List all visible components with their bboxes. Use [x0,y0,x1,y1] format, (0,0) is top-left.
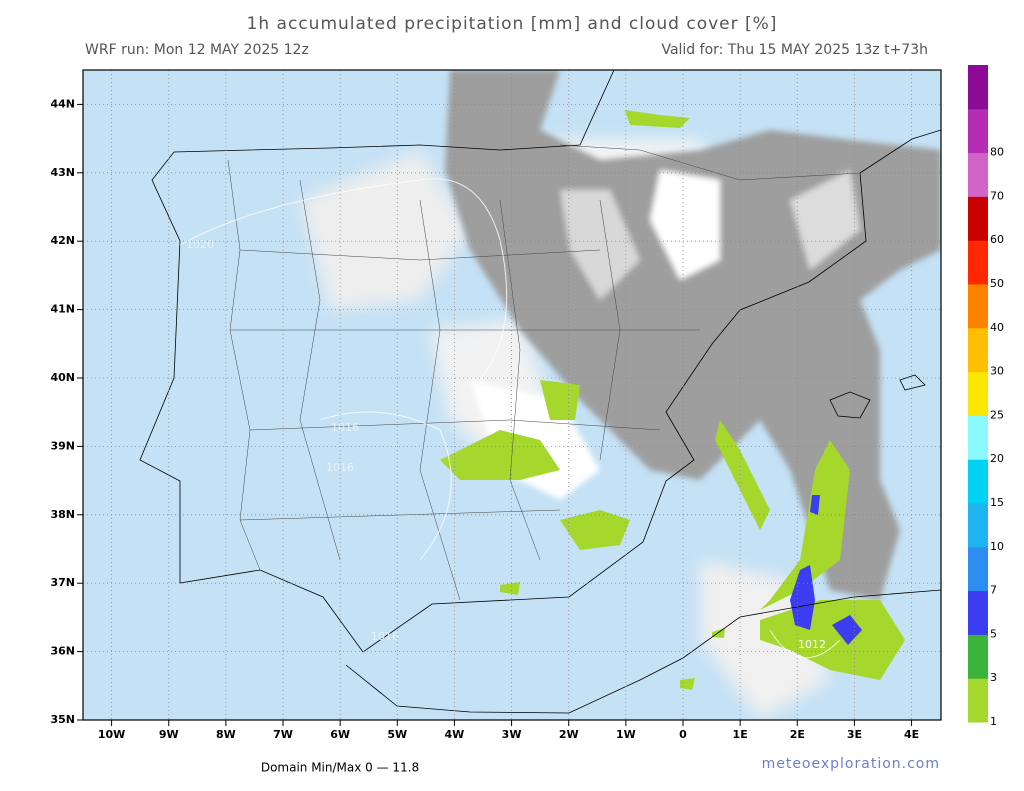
site-name[interactable]: meteoexploration.com [762,756,940,772]
colorbar-label: 3 [990,671,997,684]
colorbar-label: 1 [990,715,997,728]
colorbar-label: 30 [990,365,1004,378]
lon-tick-label: 9W [159,728,179,741]
lat-tick-label: 43N [50,166,75,179]
lon-tick-label: 1W [616,728,636,741]
isobar-label: 1016 [331,421,359,434]
valid-info: Valid for: Thu 15 MAY 2025 13z t+73h [661,42,928,58]
colorbar-segment [968,108,988,154]
colorbar-label: 15 [990,496,1004,509]
colorbar-label: 5 [990,627,997,640]
isobar-label: 1016 [446,338,474,351]
colorbar-segment [968,65,988,110]
lon-tick-label: 7W [273,728,293,741]
lat-tick-label: 41N [50,303,75,316]
borders [227,144,861,601]
colorbar-label: 10 [990,540,1004,553]
colorbar: 1 3 5 7 10 15 20 25 30 40 50 60 70 80 [968,65,1004,728]
colorbar-segment [968,503,988,548]
map-area: 1020 1016 1016 1016 1012 1016 [83,70,941,720]
colorbar-label: 50 [990,277,1004,290]
lon-tick-label: 3E [847,728,862,741]
lat-tick-label: 36N [50,645,75,658]
lon-tick-label: 8W [216,728,236,741]
lon-tick-label: 0 [679,728,687,741]
lat-tick-label: 39N [50,439,75,452]
colorbar-label: 80 [990,146,1004,159]
colorbar-segment [968,284,988,329]
title: 1h accumulated precipitation [mm] and cl… [247,14,778,34]
lon-tick-label: 1E [733,728,748,741]
colorbar-label: 20 [990,452,1004,465]
colorbar-segment [968,371,988,416]
lon-tick-label: 5W [387,728,407,741]
lat-tick-label: 44N [50,97,75,110]
grid [83,70,941,720]
colorbar-segment [968,196,988,241]
lon-tick-label: 10W [98,728,125,741]
colorbar-segment [968,634,988,679]
lon-tick-label: 6W [330,728,350,741]
lon-tick-label: 2E [790,728,805,741]
colorbar-label: 7 [990,584,997,597]
colorbar-segment [968,678,988,723]
colorbar-segment [968,590,988,635]
precipitation [440,110,905,690]
isobar-label: 1016 [326,461,354,474]
lat-tick-label: 35N [50,713,75,726]
lat-tick-label: 42N [50,234,75,247]
colorbar-label: 70 [990,189,1004,202]
lon-tick-label: 4E [904,728,919,741]
isobar-label: 1020 [186,238,214,251]
colorbar-label: 40 [990,321,1004,334]
isobars [179,178,841,659]
colorbar-segment [968,240,988,285]
lat-tick-label: 38N [50,508,75,521]
lon-tick-label: 4W [445,728,465,741]
colorbar-segment [968,546,988,592]
lon-tick-label: 2W [559,728,579,741]
colorbar-label: 25 [990,408,1004,421]
lat-tick-label: 37N [50,576,75,589]
coastline [139,70,941,714]
axis-ticks: 10W 9W 8W 7W 6W 5W 4W 3W 2W 1W 0 1E 2E 3E 4E 35N 36N 37N 3… [50,97,919,741]
colorbar-segment [968,415,988,460]
colorbar-segment [968,152,988,197]
lat-tick-label: 40N [50,371,75,384]
colorbar-label: 60 [990,233,1004,246]
run-info: WRF run: Mon 12 MAY 2025 12z [85,42,309,58]
colorbar-segment [968,327,988,373]
isobar-labels: 1020 1016 1016 1016 1012 1016 [186,238,826,651]
lon-tick-label: 3W [502,728,522,741]
isobar-label: 1012 [798,638,826,651]
colorbar-segment [968,459,988,504]
domain-minmax: Domain Min/Max 0 — 11.8 [261,761,419,775]
isobar-label: 1016 [371,630,399,643]
